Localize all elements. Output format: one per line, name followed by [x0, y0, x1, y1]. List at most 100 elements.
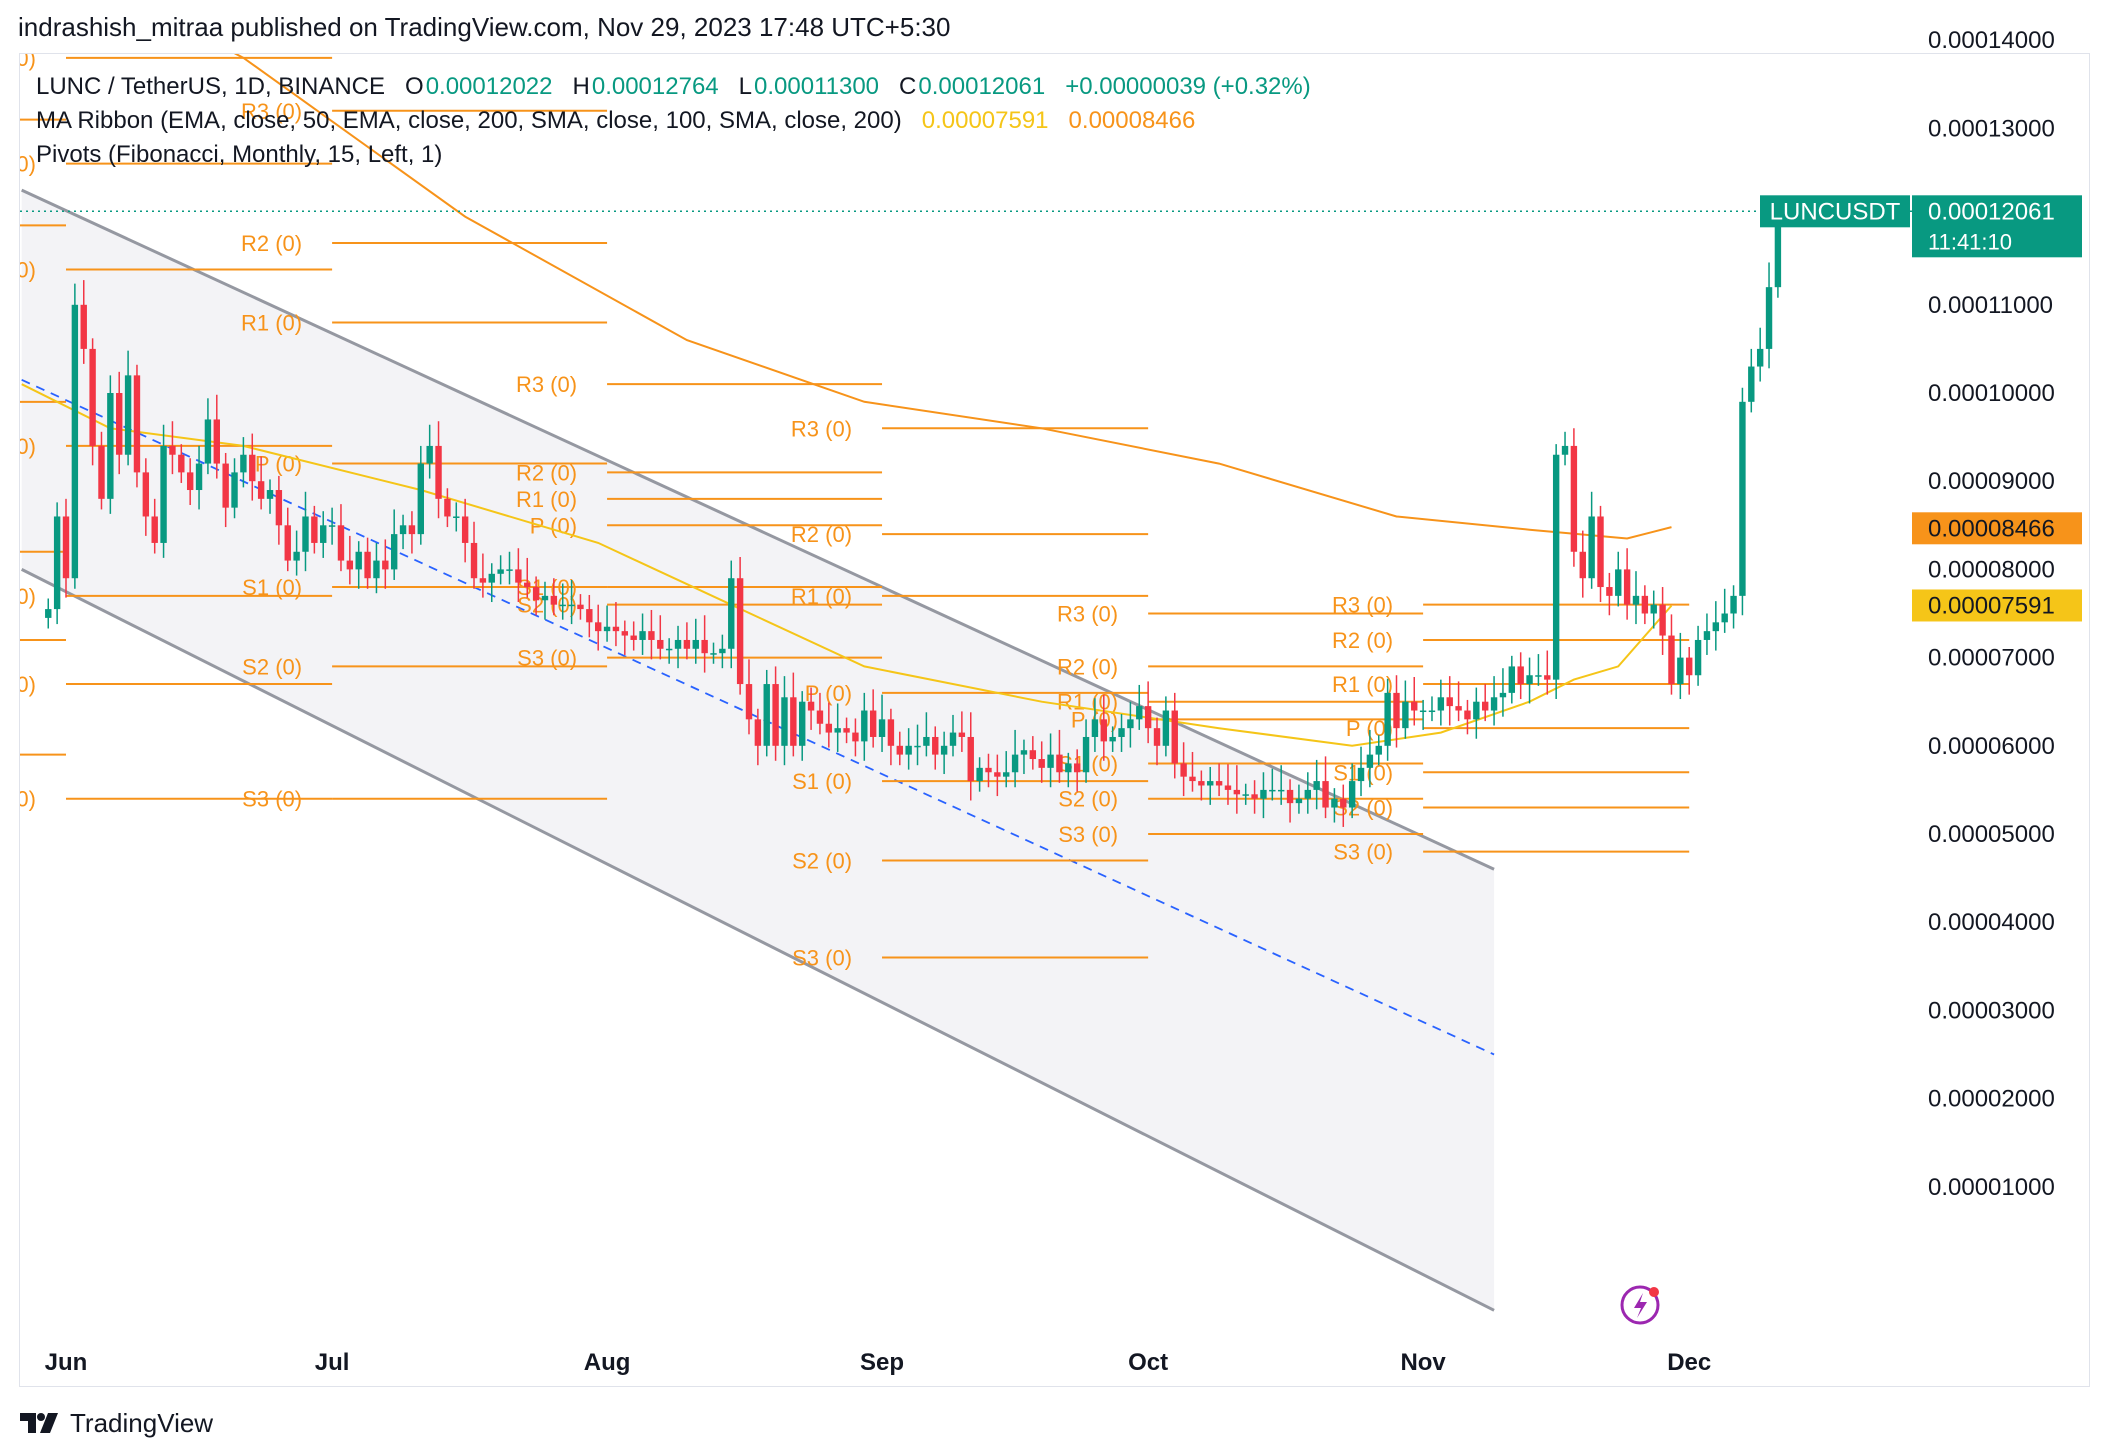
y-tick-label: 0.00006000 — [1928, 733, 2055, 760]
candle-body — [222, 463, 229, 508]
candle-body — [355, 551, 362, 570]
candle-body — [568, 604, 575, 607]
candle-body — [967, 736, 974, 782]
candle-body — [107, 393, 114, 499]
candle-body — [240, 454, 247, 473]
ma-fast-line — [21, 383, 1673, 747]
candle-body — [1464, 710, 1471, 720]
candle-body — [1304, 789, 1311, 799]
last-price-badge — [1912, 195, 2082, 258]
candle-body — [1694, 639, 1702, 676]
candle-body — [390, 534, 398, 570]
candle-body — [444, 498, 451, 517]
candle-body — [1632, 595, 1640, 605]
pivot-label: S1 (0) — [242, 575, 302, 600]
candle-body — [1136, 706, 1143, 720]
candle-body — [878, 719, 886, 737]
candle-body — [816, 710, 824, 724]
pivot-label: S2 (0) — [242, 654, 302, 679]
candle-body — [1277, 789, 1285, 792]
candle-body — [435, 445, 442, 499]
candle-body — [940, 745, 948, 755]
candle-body — [905, 745, 912, 755]
candle-body — [257, 481, 265, 499]
candle-body — [1366, 754, 1374, 768]
candle-body — [719, 648, 726, 654]
candle-body — [479, 578, 487, 583]
close-label: C — [899, 73, 917, 100]
symbol-badge — [1760, 195, 1910, 228]
candle-body — [772, 684, 779, 746]
candle-body — [1659, 604, 1666, 636]
candle-body — [1260, 789, 1267, 799]
ma-slow-badge — [1912, 512, 2082, 545]
candle-body — [124, 375, 132, 455]
candle-body — [453, 516, 460, 518]
chart-area[interactable] — [19, 53, 2090, 1387]
candle-body — [1065, 763, 1072, 773]
candle-body — [1384, 692, 1391, 746]
candle-body — [80, 304, 87, 349]
pivot-label: R3 (0) — [0, 46, 36, 71]
candle-body — [577, 604, 584, 610]
candle-body — [923, 736, 930, 746]
candle-body — [1189, 776, 1196, 782]
candle-body — [1348, 781, 1356, 808]
candle-body — [169, 445, 176, 455]
candle-body — [852, 732, 859, 742]
candle-body — [603, 626, 611, 632]
candle-body — [1428, 710, 1436, 713]
low-label: L — [738, 73, 753, 100]
pivot-label: S2 (0) — [0, 672, 36, 697]
channel-upper-line — [21, 188, 1495, 871]
pivots-row[interactable]: Pivots (Fibonacci, Monthly, 15, Left, 1) — [36, 138, 1311, 172]
x-tick-label: Jul — [315, 1349, 350, 1376]
candle-body — [1011, 754, 1019, 773]
candle-body — [1207, 781, 1214, 786]
pivot-label: R2 (0) — [241, 231, 302, 256]
candle-body — [896, 745, 903, 755]
y-tick-label: 0.00002000 — [1928, 1086, 2055, 1113]
candle-body — [1056, 754, 1063, 773]
candle-body — [1508, 666, 1516, 693]
candle-body — [346, 560, 354, 570]
candle-body — [1127, 719, 1134, 729]
pivot-label: S2 (0) — [792, 848, 852, 873]
candle-body — [1073, 763, 1081, 773]
candle-body — [204, 419, 212, 464]
pivot-label: S3 (0) — [1058, 822, 1118, 847]
y-tick-label: 0.00007000 — [1928, 645, 2055, 672]
x-tick-label: Oct — [1128, 1349, 1168, 1376]
candle-body — [71, 304, 79, 579]
candle-body — [116, 393, 123, 455]
candle-body — [1393, 692, 1400, 729]
ma-ribbon-row[interactable]: MA Ribbon (EMA, close, 50, EMA, close, 2… — [36, 104, 1311, 138]
candle-body — [1446, 697, 1453, 707]
events-icon[interactable] — [1620, 1285, 1660, 1325]
candle-body — [1739, 401, 1746, 596]
candle-body — [417, 463, 424, 535]
candle-body — [790, 697, 797, 746]
candle-body — [1251, 794, 1258, 799]
candle-body — [98, 445, 105, 499]
candle-body — [1517, 666, 1524, 685]
candle-body — [1038, 759, 1045, 768]
candle-body — [1109, 736, 1116, 742]
x-tick-label: Nov — [1400, 1349, 1446, 1376]
ma-fast-badge-label: 0.00007591 — [1928, 592, 2055, 619]
candle-body — [949, 732, 957, 746]
candle-body — [914, 745, 921, 748]
candle-body — [1100, 719, 1107, 742]
candle-body — [745, 684, 753, 720]
tradingview-footer[interactable]: TradingView — [20, 1406, 213, 1440]
candle-body — [1153, 728, 1161, 746]
candle-body — [213, 419, 220, 464]
candle-body — [1242, 794, 1249, 796]
ma-ribbon-label: MA Ribbon (EMA, close, 50, EMA, close, 2… — [36, 107, 902, 134]
candle-body — [1482, 701, 1489, 711]
candle-body — [142, 472, 150, 517]
ma-fast-value: 0.00007591 — [921, 107, 1049, 134]
pivot-label: S2 (0) — [1058, 787, 1118, 812]
candle-body — [1544, 675, 1551, 680]
